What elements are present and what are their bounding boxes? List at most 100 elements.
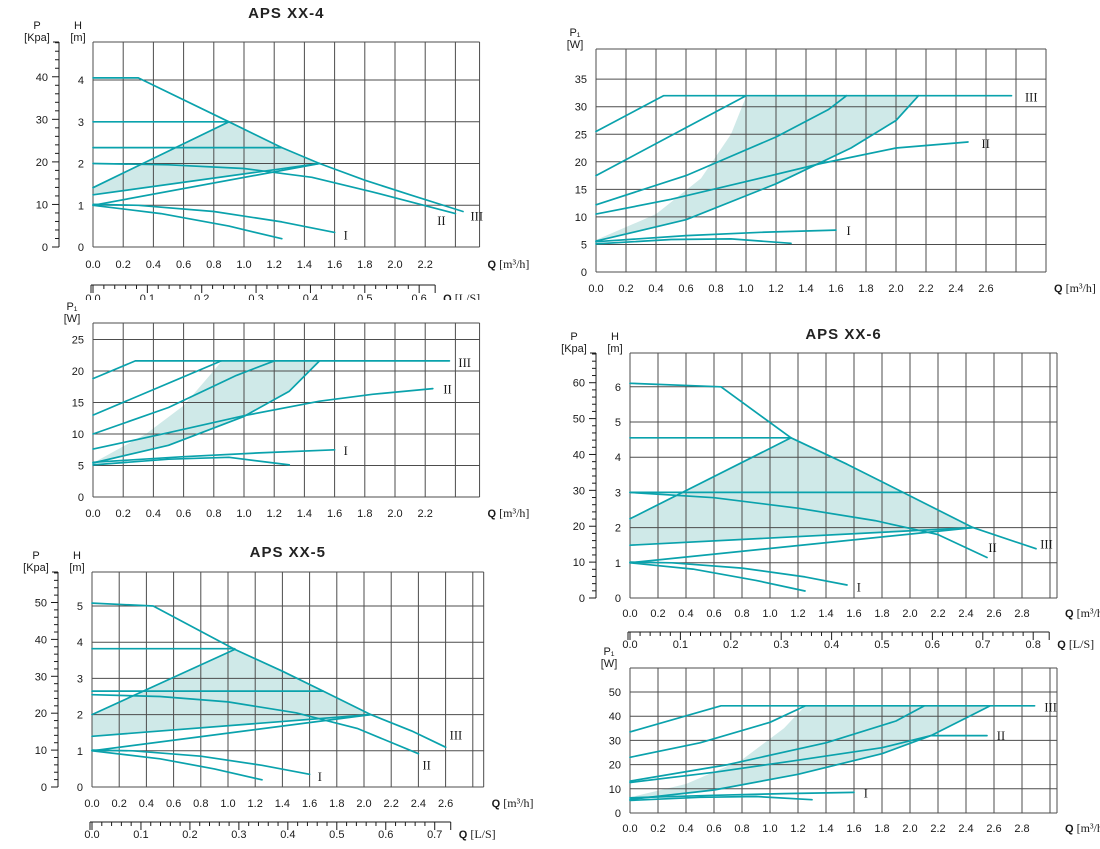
curve-speed-I: [629, 561, 848, 586]
curve-min-power: [595, 238, 792, 245]
x-tick-label: 0.8: [708, 283, 723, 295]
x-tick-label: 0.0: [622, 823, 637, 835]
x-tick-label: 2.4: [958, 823, 973, 835]
kpa-tick-label: 20: [573, 521, 585, 533]
y-tick-label: 30: [575, 102, 587, 114]
x-tick-label: 0.0: [85, 259, 100, 271]
kpa-tick-label: 20: [35, 708, 47, 720]
curve-speed-I-power: [595, 229, 837, 243]
pump-curves: [92, 77, 464, 240]
curve-prop-power: [595, 94, 920, 242]
x-tick-label: 0.2: [650, 823, 665, 835]
curve-prop-upper: [91, 713, 372, 738]
y-tick-label: 25: [72, 335, 84, 347]
ls-tick-label: 0.3: [231, 829, 246, 841]
curve-speed-III-power: [92, 360, 451, 380]
kpa-tick-label: 0: [579, 593, 585, 605]
grid: [629, 352, 1058, 599]
curve-label-speed-II-power: II: [997, 729, 1005, 743]
x-tick-label: 2.2: [930, 608, 945, 620]
chart-aps-xx4-power: III II I 0.0 0.2 0.4 0.6 0.8 1.0 1.2 1.4 1.6 1.8 2.0 2…: [0, 300, 545, 540]
x-axis-unit: Q [m³/h]: [488, 506, 530, 520]
y-tick-label: 20: [72, 366, 84, 378]
curve-limit-a: [92, 360, 223, 416]
x-tick-label: 1.8: [357, 259, 372, 271]
ls-tick-label: 0.5: [874, 639, 889, 650]
curve-min-curve: [629, 561, 806, 592]
y-tick-label: 15: [575, 184, 587, 196]
curve-label-speed-I: I: [857, 580, 861, 594]
y-tick-label: 0: [615, 808, 621, 820]
x-tick-label: 1.8: [858, 283, 873, 295]
curve-limit-b: [595, 94, 848, 206]
x-tick-label: 2.4: [948, 283, 963, 295]
x-tick-label: 0.2: [650, 608, 665, 620]
x-tick-label: 2.2: [930, 823, 945, 835]
ls-tick-label: 0.6: [378, 829, 393, 841]
y-tick-label: 4: [615, 452, 621, 464]
kpa-axis-unit: [Kpa]: [24, 32, 50, 44]
curve-prop-top: [92, 120, 230, 189]
ls-tick-label: 0.5: [357, 293, 372, 300]
ls-tick-label: 0.2: [194, 293, 209, 300]
x-axis-unit: Q [m³/h]: [488, 257, 530, 271]
grid: [92, 322, 481, 498]
chart-aps-xx5-hq: III II I 0.0 0.2 0.4 0.6 0.8 1.0 1.2 1.4 1.6 1.8 2.0 2…: [0, 535, 545, 849]
curve-label-speed-III: III: [471, 210, 484, 224]
curve-label-speed-I-power: I: [864, 786, 868, 800]
x-tick-label: 2.0: [888, 283, 903, 295]
x-tick-label: 1.0: [220, 798, 235, 810]
x-tick-label: 0.6: [706, 823, 721, 835]
x-axis-unit: Q [m³/h]: [1065, 606, 1100, 620]
curve-prop-power: [92, 360, 321, 464]
kpa-tick-label: 30: [35, 671, 47, 683]
x-tick-label: 0.4: [139, 798, 154, 810]
curve-label-speed-III: III: [450, 729, 463, 743]
kpa-axis-unit: [Kpa]: [561, 343, 587, 355]
curve-prop-top: [629, 436, 792, 520]
y-tick-label: 10: [575, 212, 587, 224]
pump-curves: [595, 94, 1013, 245]
y-tick-label: 6: [615, 382, 621, 394]
kpa-tick-label: 60: [573, 378, 585, 390]
curve-min-curve: [91, 749, 263, 781]
x-tick-label: 1.0: [236, 259, 251, 271]
x-tick-label: 1.8: [874, 608, 889, 620]
y-axis-unit: [m]: [70, 32, 85, 44]
kpa-tick-label: 10: [573, 557, 585, 569]
y-tick-label: 1: [78, 200, 84, 212]
x-tick-label: 0.4: [146, 259, 161, 271]
x-tick-label: 0.6: [678, 283, 693, 295]
ls-tick-label: 0.1: [133, 829, 148, 841]
kpa-tick-label: 40: [573, 449, 585, 461]
x-tick-label: 0.0: [622, 608, 637, 620]
curve-label-speed-I-power: I: [344, 444, 348, 458]
chart-title: APS XX-6: [805, 326, 881, 343]
y-tick-label: 25: [575, 129, 587, 141]
y-axis-name: P₁: [569, 27, 580, 39]
curve-prop-lower: [91, 713, 372, 752]
x-tick-label: 2.0: [387, 259, 402, 271]
kpa-tick-label: 50: [573, 414, 585, 426]
ls-tick-label: 0.5: [329, 829, 344, 841]
curve-prop-lower: [92, 162, 321, 207]
y-tick-label: 10: [72, 429, 84, 441]
curve-label-speed-II: II: [988, 541, 996, 555]
x-tick-label: 2.8: [1014, 608, 1029, 620]
ls-tick-label: 0.4: [280, 829, 295, 841]
curve-speed-I-power: [92, 448, 336, 464]
curve-speed-III: [92, 77, 464, 213]
ls-tick-label: 0.6: [925, 639, 940, 650]
pump-curves: [629, 704, 1036, 802]
ls-tick-label: 0.8: [1026, 639, 1041, 650]
kpa-tick-label: 40: [36, 72, 48, 84]
ls-axis-unit: Q [L/S]: [459, 827, 496, 841]
operating-range-shade: [92, 649, 371, 737]
curve-label-speed-III-power: III: [1025, 90, 1038, 104]
x-tick-label: 0.6: [176, 508, 191, 520]
x-tick-label: 1.6: [846, 823, 861, 835]
y-axis-unit: [m]: [69, 562, 84, 574]
